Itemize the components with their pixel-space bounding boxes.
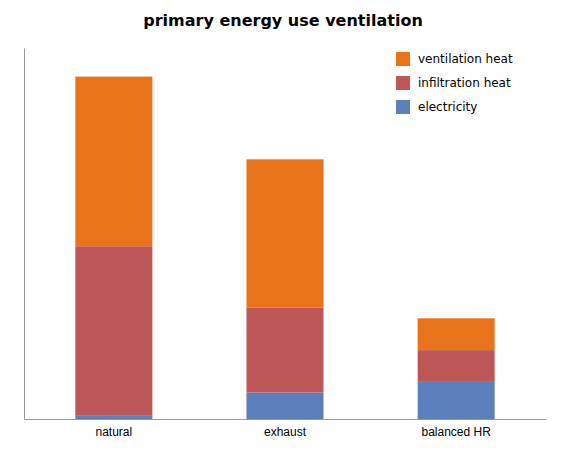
x-tick: natural xyxy=(96,419,133,439)
x-tick-label: balanced HR xyxy=(421,425,491,439)
bar xyxy=(75,77,152,247)
bar xyxy=(418,350,495,382)
bar xyxy=(418,318,495,350)
legend-item: electricity xyxy=(396,100,477,114)
series xyxy=(75,77,494,350)
x-tick-label: exhaust xyxy=(264,425,307,439)
bars xyxy=(75,77,494,419)
legend-swatch xyxy=(396,100,410,114)
legend-label: infiltration heat xyxy=(418,76,511,90)
bar xyxy=(246,308,323,393)
title: primary energy use ventilation xyxy=(143,11,423,30)
legend-label: ventilation heat xyxy=(418,52,513,66)
x-axis-line xyxy=(25,419,547,420)
legend: ventilation heat infiltration heat electri… xyxy=(396,52,513,114)
bar xyxy=(246,393,323,420)
legend-item: infiltration heat xyxy=(396,76,511,90)
chart: natural exhaust balanced HR primary energy … xyxy=(0,0,566,455)
bar xyxy=(246,159,323,307)
legend-swatch xyxy=(396,52,410,66)
bar xyxy=(75,246,152,416)
bar xyxy=(418,382,495,419)
x-tick: balanced HR xyxy=(421,419,491,439)
x-tick: exhaust xyxy=(264,419,307,439)
y-axis-line xyxy=(24,49,25,420)
bar xyxy=(75,416,152,419)
y-axis xyxy=(24,49,25,420)
legend-swatch xyxy=(396,76,410,90)
x-axis: natural exhaust balanced HR xyxy=(25,419,547,439)
x-tick-label: natural xyxy=(96,425,133,439)
legend-label: electricity xyxy=(418,100,477,114)
legend-item: ventilation heat xyxy=(396,52,513,66)
